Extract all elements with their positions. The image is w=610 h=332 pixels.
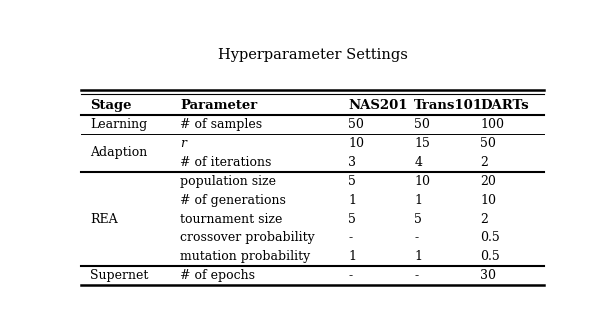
Text: Learning: Learning bbox=[90, 118, 148, 131]
Text: Hyperparameter Settings: Hyperparameter Settings bbox=[218, 47, 407, 61]
Text: 1: 1 bbox=[414, 194, 422, 207]
Text: 5: 5 bbox=[348, 212, 356, 225]
Text: 1: 1 bbox=[348, 250, 356, 263]
Text: 5: 5 bbox=[414, 212, 422, 225]
Text: Parameter: Parameter bbox=[181, 99, 257, 112]
Text: tournament size: tournament size bbox=[181, 212, 282, 225]
Text: -: - bbox=[414, 269, 418, 282]
Text: 2: 2 bbox=[481, 156, 489, 169]
Text: 1: 1 bbox=[348, 194, 356, 207]
Text: NAS201: NAS201 bbox=[348, 99, 407, 112]
Text: 20: 20 bbox=[481, 175, 497, 188]
Text: DARTs: DARTs bbox=[481, 99, 529, 112]
Text: Stage: Stage bbox=[90, 99, 132, 112]
Text: 10: 10 bbox=[481, 194, 497, 207]
Text: population size: population size bbox=[181, 175, 276, 188]
Text: 0.5: 0.5 bbox=[481, 250, 500, 263]
Text: 50: 50 bbox=[348, 118, 364, 131]
Text: 0.5: 0.5 bbox=[481, 231, 500, 244]
Text: 4: 4 bbox=[414, 156, 422, 169]
Text: 50: 50 bbox=[414, 118, 430, 131]
Text: 10: 10 bbox=[348, 137, 364, 150]
Text: 1: 1 bbox=[414, 250, 422, 263]
Text: Trans101: Trans101 bbox=[414, 99, 483, 112]
Text: 50: 50 bbox=[481, 137, 497, 150]
Text: 2: 2 bbox=[481, 212, 489, 225]
Text: 10: 10 bbox=[414, 175, 430, 188]
Text: crossover probability: crossover probability bbox=[181, 231, 315, 244]
Text: # of iterations: # of iterations bbox=[181, 156, 271, 169]
Text: -: - bbox=[348, 231, 352, 244]
Text: 3: 3 bbox=[348, 156, 356, 169]
Text: -: - bbox=[414, 231, 418, 244]
Text: # of epochs: # of epochs bbox=[181, 269, 255, 282]
Text: 5: 5 bbox=[348, 175, 356, 188]
Text: -: - bbox=[348, 269, 352, 282]
Text: mutation probability: mutation probability bbox=[181, 250, 310, 263]
Text: # of samples: # of samples bbox=[181, 118, 262, 131]
Text: Supernet: Supernet bbox=[90, 269, 149, 282]
Text: 100: 100 bbox=[481, 118, 504, 131]
Text: Adaption: Adaption bbox=[90, 146, 148, 159]
Text: 30: 30 bbox=[481, 269, 497, 282]
Text: 15: 15 bbox=[414, 137, 430, 150]
Text: # of generations: # of generations bbox=[181, 194, 286, 207]
Text: r: r bbox=[181, 137, 186, 150]
Text: REA: REA bbox=[90, 212, 118, 225]
